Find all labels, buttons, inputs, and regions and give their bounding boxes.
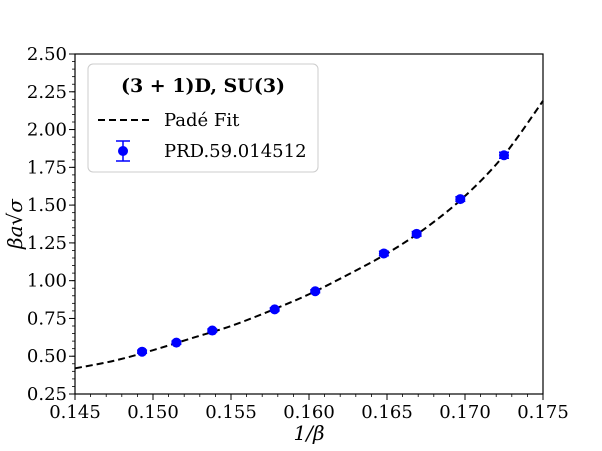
data-marker [310,286,321,297]
fit-layer [74,100,544,370]
x-tick-label: 0.150 [127,402,179,423]
data-marker [269,304,280,315]
x-tick-label: 0.145 [49,402,101,423]
legend: (3 + 1)D, SU(3) Padé Fit PRD.59.014512 [87,63,319,173]
data-marker [455,194,466,205]
data-marker [378,248,389,259]
data-point [411,228,422,239]
data-point [499,150,509,161]
data-marker [411,228,422,239]
y-tick-label: 0.75 [27,308,67,329]
x-axis-label: 1/β [293,421,324,445]
y-tick-label: 0.50 [27,346,67,367]
legend-fit-label: Padé Fit [164,110,240,131]
y-tick-label: 0.25 [27,384,67,405]
x-tick-label: 0.175 [517,402,569,423]
y-tick-label: 1.50 [27,195,67,216]
data-point [378,248,389,259]
legend-data-swatch [116,140,130,162]
x-axis: 0.145 0.150 0.155 0.160 0.165 0.170 0.175 [49,394,569,423]
y-axis: 0.25 0.50 0.75 1.00 1.25 1.50 1.75 2.00 2.25 2.50 [27,44,75,405]
x-tick-label: 0.165 [361,402,413,423]
data-point [269,304,280,315]
legend-data-label: PRD.59.014512 [164,141,307,162]
y-tick-label: 2.00 [27,120,67,141]
pade-fit-line [74,100,544,370]
data-point [310,286,321,297]
y-tick-label: 2.25 [27,82,67,103]
data-point [207,325,218,336]
points-layer [137,150,509,357]
legend-title: (3 + 1)D, SU(3) [121,75,285,97]
legend-box [87,63,319,173]
y-tick-label: 1.00 [27,271,67,292]
data-marker [171,337,182,348]
y-tick-label: 1.25 [27,233,67,254]
y-tick-label: 1.75 [27,157,67,178]
x-tick-label: 0.160 [283,402,335,423]
data-point [137,346,148,357]
x-tick-label: 0.155 [205,402,257,423]
data-point [455,194,466,205]
data-marker [207,325,218,336]
data-marker [137,346,148,357]
data-marker [499,150,509,161]
data-point [171,337,182,348]
y-tick-label: 2.50 [27,44,67,65]
y-axis-label: βa√σ [3,198,27,250]
x-tick-label: 0.170 [439,402,491,423]
